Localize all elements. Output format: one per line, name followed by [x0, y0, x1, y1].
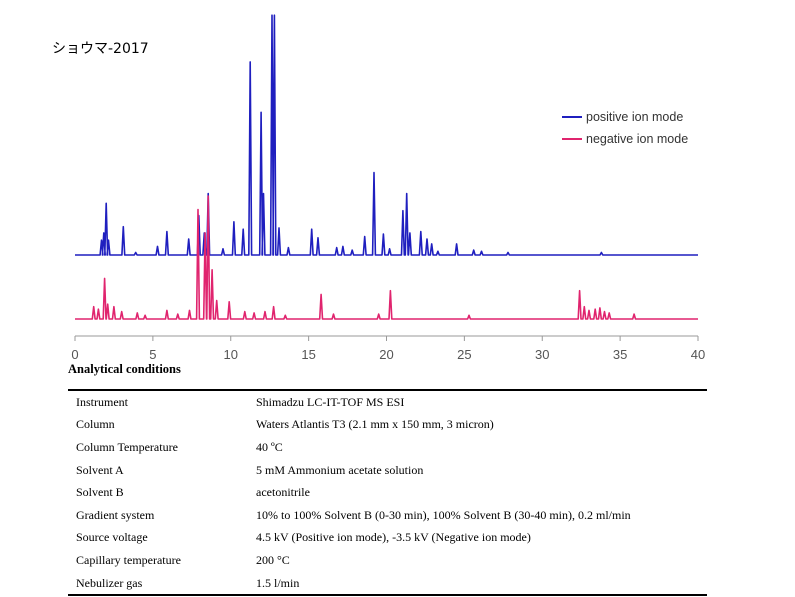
condition-value: 5 mM Ammonium acetate solution [256, 462, 424, 477]
table-row: Nebulizer gas 1.5 l/min [68, 572, 707, 596]
legend-swatch-positive [562, 116, 582, 118]
x-tick-label: 0 [71, 347, 78, 362]
x-tick-label: 20 [379, 347, 393, 362]
condition-label: Capillary temperature [76, 552, 181, 567]
x-tick-label: 35 [613, 347, 627, 362]
table-row: Column Temperature 40 ºC [68, 436, 707, 459]
x-tick-label: 10 [224, 347, 238, 362]
x-tick-label: 25 [457, 347, 471, 362]
table-row: Capillary temperature 200 °C [68, 549, 707, 572]
condition-label: Instrument [76, 394, 128, 409]
legend: positive ion mode negative ion mode [562, 106, 688, 150]
table-row: Source voltage 4.5 kV (Positive ion mode)… [68, 527, 707, 550]
series-line-positive [75, 14, 698, 256]
condition-value: 10% to 100% Solvent B (0-30 min), 100% S… [256, 507, 631, 522]
table-row: Column Waters Atlantis T3 (2.1 mm x 150 m… [68, 414, 707, 437]
condition-value: acetonitrile [256, 485, 310, 500]
chart-title: ショウマ-2017 [52, 41, 149, 57]
table-row: Solvent B acetonitrile [68, 481, 707, 504]
conditions-table: Instrument Shimadzu LC-IT-TOF MS ESI Colum… [68, 389, 707, 597]
series-line-negative [75, 195, 698, 320]
condition-label: Column Temperature [76, 439, 178, 454]
condition-label: Gradient system [76, 507, 155, 522]
table-row: Instrument Shimadzu LC-IT-TOF MS ESI [68, 390, 707, 414]
legend-item-negative: negative ion mode [562, 128, 688, 150]
condition-value: Waters Atlantis T3 (2.1 mm x 150 mm, 3 m… [256, 417, 494, 432]
x-tick-label: 5 [149, 347, 156, 362]
x-tick-label: 40 [691, 347, 705, 362]
legend-label-negative: negative ion mode [586, 132, 689, 146]
condition-value: 200 °C [256, 552, 290, 567]
condition-value: 4.5 kV (Positive ion mode), -3.5 kV (Neg… [256, 530, 531, 545]
condition-label: Solvent A [76, 462, 124, 477]
legend-item-positive: positive ion mode [562, 106, 688, 128]
condition-label: Column [76, 417, 115, 432]
chromatogram-chart: 0 5 10 15 20 25 30 35 40 [71, 14, 705, 362]
legend-swatch-negative [562, 138, 582, 140]
table-row: Gradient system 10% to 100% Solvent B (0-… [68, 504, 707, 527]
condition-label: Source voltage [76, 530, 148, 545]
condition-value: 40 ºC [256, 439, 283, 454]
condition-label: Solvent B [76, 485, 124, 500]
condition-value: 1.5 l/min [256, 575, 300, 590]
table-row: Solvent A 5 mM Ammonium acetate solution [68, 459, 707, 482]
x-tick-label: 30 [535, 347, 549, 362]
x-tick-label: 15 [301, 347, 315, 362]
condition-value: Shimadzu LC-IT-TOF MS ESI [256, 394, 405, 409]
condition-label: Nebulizer gas [76, 575, 143, 590]
conditions-title: Analytical conditions [68, 362, 181, 376]
legend-label-positive: positive ion mode [586, 110, 684, 124]
